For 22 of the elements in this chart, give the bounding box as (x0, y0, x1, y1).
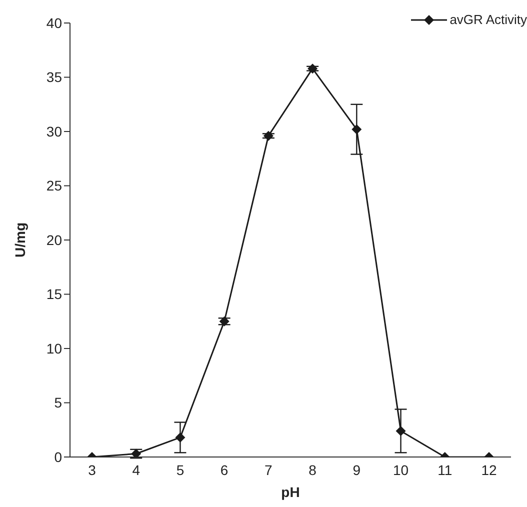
y-tick-label: 10 (46, 340, 62, 356)
y-tick-label: 40 (46, 14, 62, 31)
x-tick-label: 11 (438, 462, 452, 478)
legend-label: avGR Activity (450, 12, 527, 27)
x-tick-label: 5 (176, 462, 184, 478)
x-tick-label: 7 (264, 462, 273, 478)
x-tick-label: 12 (481, 462, 497, 478)
x-tick-label: 8 (308, 462, 317, 478)
y-axis-title: U/mg (12, 222, 28, 258)
y-tick-label: 20 (46, 232, 62, 248)
x-tick-label: 6 (220, 462, 228, 478)
y-tick-label: 30 (46, 123, 62, 140)
y-tick-label: 5 (54, 394, 62, 411)
x-tick-label: 10 (392, 462, 409, 478)
y-tick-label: 25 (46, 178, 62, 194)
y-tick-label: 15 (46, 286, 62, 302)
x-tick-label: 9 (352, 462, 361, 478)
x-tick-label: 4 (132, 462, 140, 478)
y-tick-label: 0 (54, 448, 62, 465)
x-axis-title: pH (281, 484, 300, 500)
x-tick-label: 3 (88, 462, 96, 478)
y-tick-label: 35 (46, 69, 62, 86)
